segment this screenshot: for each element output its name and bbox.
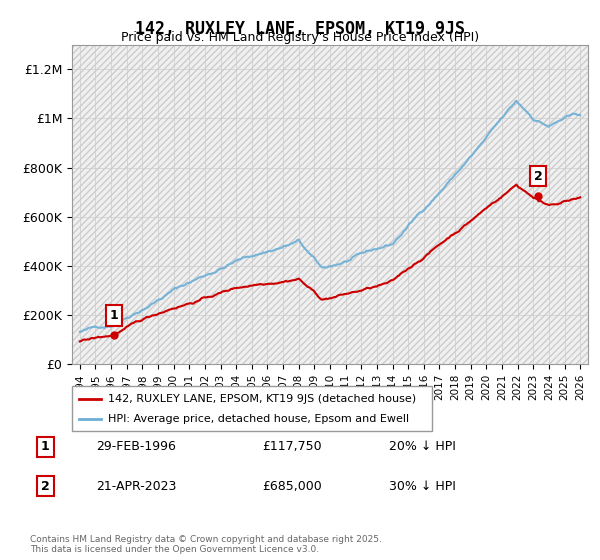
Text: 29-FEB-1996: 29-FEB-1996 [96, 440, 176, 454]
Text: 1: 1 [109, 309, 118, 322]
Text: Contains HM Land Registry data © Crown copyright and database right 2025.
This d: Contains HM Land Registry data © Crown c… [30, 535, 382, 554]
FancyBboxPatch shape [72, 386, 432, 431]
Text: 142, RUXLEY LANE, EPSOM, KT19 9JS (detached house): 142, RUXLEY LANE, EPSOM, KT19 9JS (detac… [108, 394, 416, 404]
Text: 2: 2 [41, 479, 50, 493]
Text: 30% ↓ HPI: 30% ↓ HPI [389, 479, 455, 493]
Text: £117,750: £117,750 [262, 440, 322, 454]
Text: 2: 2 [533, 170, 542, 183]
Text: 20% ↓ HPI: 20% ↓ HPI [389, 440, 455, 454]
Text: £685,000: £685,000 [262, 479, 322, 493]
Text: Price paid vs. HM Land Registry's House Price Index (HPI): Price paid vs. HM Land Registry's House … [121, 31, 479, 44]
Text: 142, RUXLEY LANE, EPSOM, KT19 9JS: 142, RUXLEY LANE, EPSOM, KT19 9JS [135, 20, 465, 38]
Text: 21-APR-2023: 21-APR-2023 [96, 479, 176, 493]
Text: 1: 1 [41, 440, 50, 454]
Text: HPI: Average price, detached house, Epsom and Ewell: HPI: Average price, detached house, Epso… [108, 414, 409, 424]
